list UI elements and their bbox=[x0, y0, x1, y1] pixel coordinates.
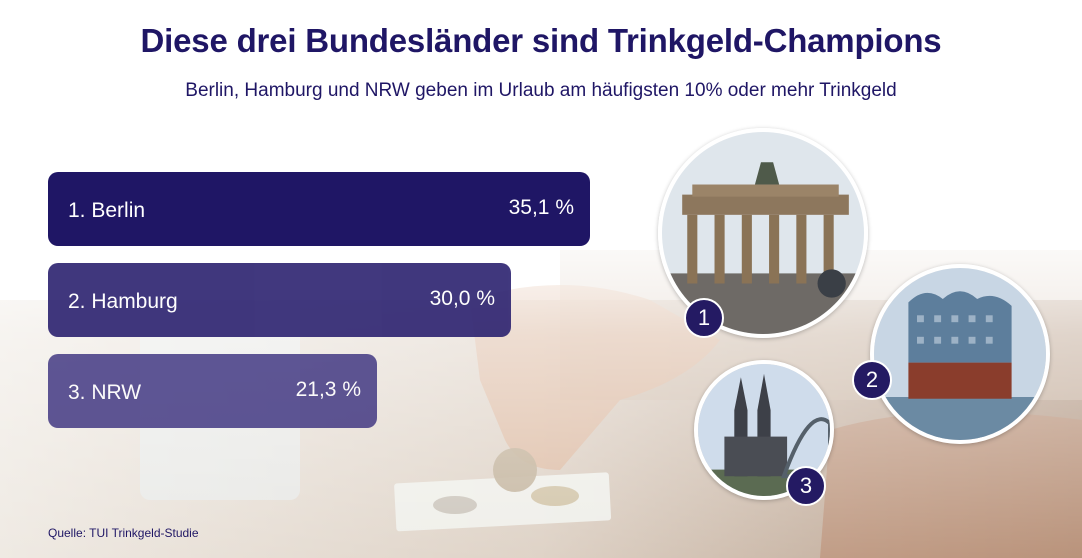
bar-label: 2. Hamburg bbox=[68, 290, 178, 313]
bar-value-label: 30,0 % bbox=[429, 287, 495, 310]
rank-badge-3: 3 bbox=[786, 466, 826, 506]
photo-berlin bbox=[658, 128, 868, 338]
bar-label: 3. NRW bbox=[68, 381, 142, 404]
bar-label: 1. Berlin bbox=[68, 199, 146, 222]
chart-title: Diese drei Bundesländer sind Trinkgeld-C… bbox=[140, 22, 942, 59]
rank-badge-2: 2 bbox=[852, 360, 892, 400]
rank-badge-1: 1 bbox=[684, 298, 724, 338]
bar-value-label: 21,3 % bbox=[295, 378, 361, 401]
bar-3: 3. NRW 21,3 % bbox=[48, 354, 377, 428]
bar-1: 1. Berlin 35,1 % bbox=[48, 172, 590, 246]
photo-hamburg bbox=[870, 264, 1050, 444]
source-note: Quelle: TUI Trinkgeld-Studie bbox=[48, 526, 199, 540]
elbphilharmonie-icon bbox=[874, 268, 1046, 440]
chart-subtitle: Berlin, Hamburg und NRW geben im Urlaub … bbox=[185, 80, 897, 101]
bar-2: 2. Hamburg 30,0 % bbox=[48, 263, 511, 337]
brandenburg-gate-icon bbox=[662, 132, 864, 334]
bar-value-label: 35,1 % bbox=[508, 196, 574, 219]
